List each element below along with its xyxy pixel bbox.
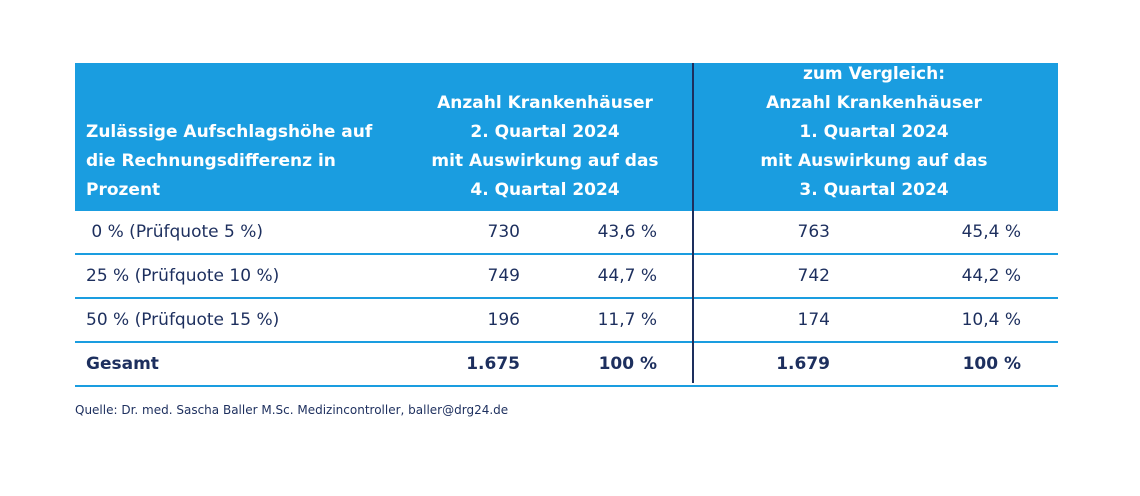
total-count-q1: 1.679 [776, 354, 830, 374]
header-line: mit Auswirkung auf das [760, 151, 988, 171]
row-label: 0 % (Prüfquote 5 %) [86, 222, 264, 242]
count-q2: 196 [487, 310, 520, 330]
header-line: 2. Quartal 2024 [470, 122, 620, 142]
percent-q1: 10,4 % [961, 310, 1021, 330]
header-q2-2024: Anzahl Krankenhäuser 2. Quartal 2024 mit… [405, 89, 685, 205]
header-line: 4. Quartal 2024 [470, 180, 620, 200]
header-line: 1. Quartal 2024 [799, 122, 949, 142]
source-note: Quelle: Dr. med. Sascha Baller M.Sc. Med… [75, 403, 509, 417]
header-q1-2024-comparison: zum Vergleich: Anzahl Krankenhäuser 1. Q… [700, 60, 1048, 205]
table-row: 0 % (Prüfquote 5 %) 730 43,6 % 763 45,4 … [75, 211, 1058, 255]
percent-q2: 44,7 % [597, 266, 657, 286]
percent-q1: 44,2 % [961, 266, 1021, 286]
column-divider [692, 63, 694, 383]
count-q2: 730 [487, 222, 520, 242]
row-label: 50 % (Prüfquote 15 %) [86, 310, 280, 330]
header-line: die Rechnungsdifferenz in [86, 151, 336, 171]
total-row: Gesamt 1.675 100 % 1.679 100 % [75, 343, 1058, 387]
table-header: Zulässige Aufschlagshöhe auf die Rechnun… [75, 63, 1058, 211]
header-line: Zulässige Aufschlagshöhe auf [86, 122, 373, 142]
header-line: Prozent [86, 180, 161, 200]
percent-q2: 11,7 % [597, 310, 657, 330]
table-row: 25 % (Prüfquote 10 %) 749 44,7 % 742 44,… [75, 255, 1058, 299]
count-q1: 174 [797, 310, 830, 330]
total-percent-q1: 100 % [962, 354, 1021, 374]
total-label: Gesamt [86, 354, 159, 374]
header-line: zum Vergleich: [802, 64, 946, 84]
data-table: Zulässige Aufschlagshöhe auf die Rechnun… [75, 63, 1058, 387]
count-q1: 763 [797, 222, 830, 242]
header-aufschlag: Zulässige Aufschlagshöhe auf die Rechnun… [86, 118, 396, 205]
total-count-q2: 1.675 [466, 354, 520, 374]
header-line: mit Auswirkung auf das [431, 151, 659, 171]
header-line: 3. Quartal 2024 [799, 180, 949, 200]
count-q2: 749 [487, 266, 520, 286]
table-row: 50 % (Prüfquote 15 %) 196 11,7 % 174 10,… [75, 299, 1058, 343]
header-line: Anzahl Krankenhäuser [766, 93, 982, 113]
header-line: Anzahl Krankenhäuser [437, 93, 653, 113]
total-percent-q2: 100 % [598, 354, 657, 374]
count-q1: 742 [797, 266, 830, 286]
row-label: 25 % (Prüfquote 10 %) [86, 266, 280, 286]
percent-q1: 45,4 % [961, 222, 1021, 242]
percent-q2: 43,6 % [597, 222, 657, 242]
